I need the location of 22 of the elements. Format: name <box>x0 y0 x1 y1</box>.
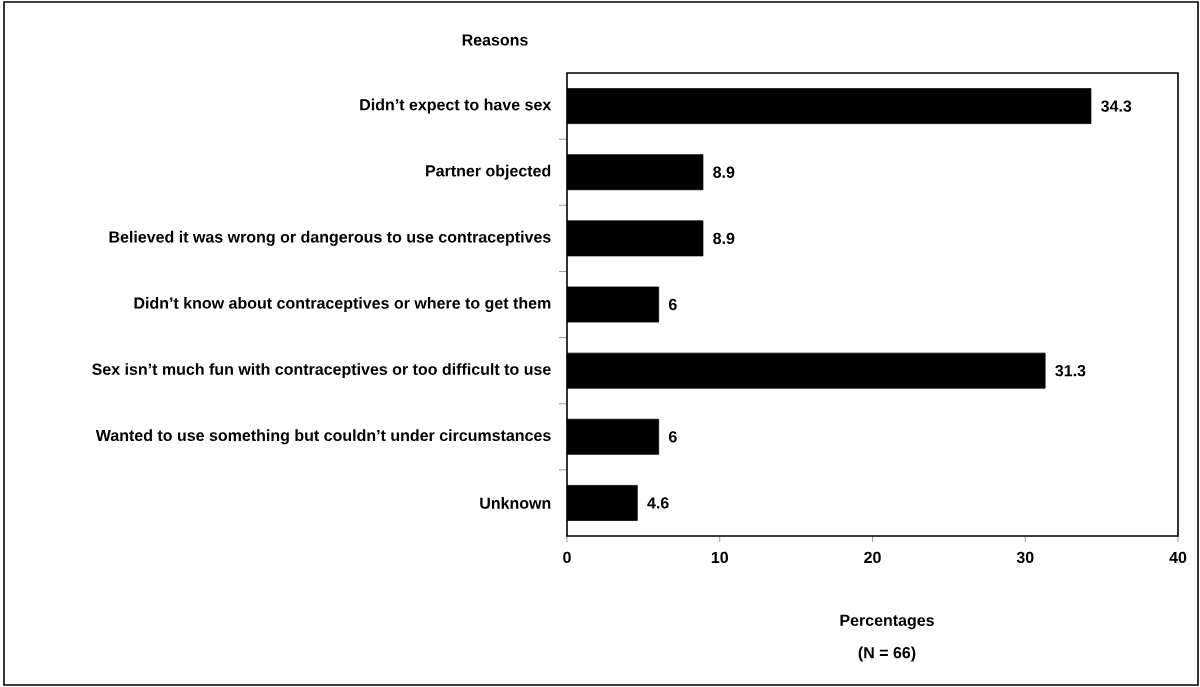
data-label: 4.6 <box>647 497 669 509</box>
data-label: 8.9 <box>713 166 735 178</box>
y-tick-label: Partner objected <box>426 164 551 180</box>
x-tick-label: 0 <box>563 551 571 564</box>
x-tick-label: 40 <box>1169 551 1187 564</box>
data-label: 8.9 <box>713 232 735 245</box>
x-tick-label: 20 <box>864 551 881 564</box>
data-label: 31.3 <box>1055 364 1086 377</box>
y-tick-label: Unknown <box>480 497 551 509</box>
x-tick-label: 30 <box>1016 551 1034 564</box>
y-axis-title: Reasons <box>462 34 528 46</box>
data-label: 6 <box>668 298 677 311</box>
x-tick-label: 10 <box>711 551 728 564</box>
text: (N = 66) <box>858 646 916 662</box>
y-tick-label: Wanted to use something but couldn’t under circumstances <box>95 429 551 445</box>
y-tick-label: Sex isn’t much fun with contraceptives or too difficult to use <box>92 363 551 379</box>
y-tick-label: Didn’t expect to have sex <box>360 98 552 114</box>
y-tick-label: Didn’t know about contraceptives or where to get them <box>134 297 551 312</box>
data-label: 34.3 <box>1101 100 1132 112</box>
x-axis-title: Percentages <box>840 614 934 630</box>
data-label: 6 <box>668 431 677 443</box>
y-tick-label: Believed it was wrong or dangerous to use contraceptives <box>109 230 551 246</box>
